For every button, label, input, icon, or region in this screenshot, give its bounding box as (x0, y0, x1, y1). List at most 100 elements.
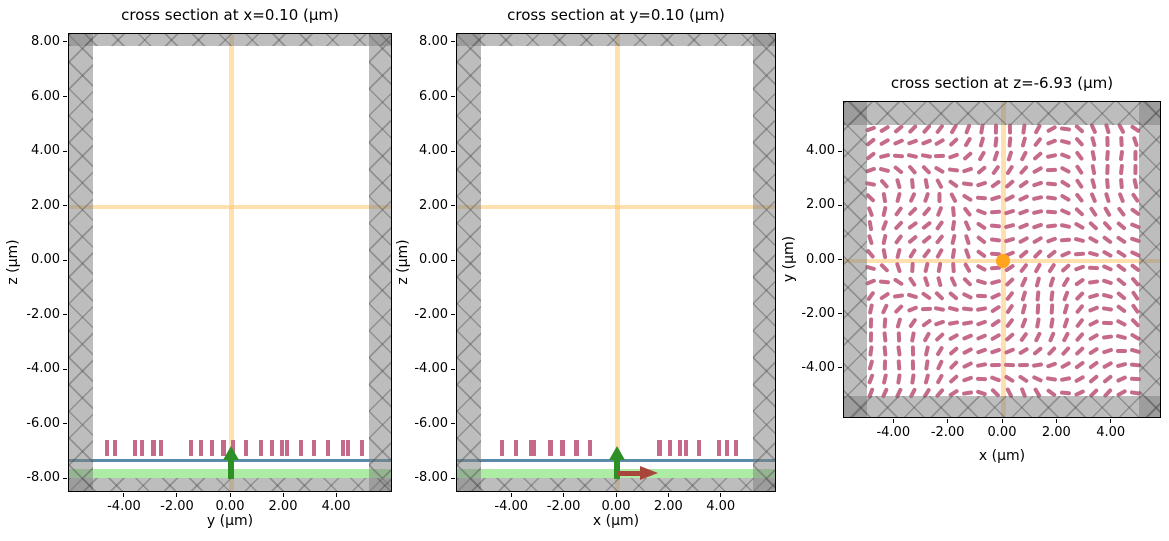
director-dash (1004, 331, 1016, 343)
director-dash (892, 276, 905, 286)
y-tick-mark (63, 314, 67, 316)
grating-bar (298, 440, 304, 457)
director-dash (1062, 289, 1070, 302)
director-dash (1074, 360, 1086, 370)
director-dash (1101, 277, 1114, 285)
grating-bar (258, 440, 264, 457)
director-dash (1101, 347, 1114, 355)
director-dash (937, 261, 943, 274)
director-dash (976, 319, 989, 327)
director-dash (1019, 331, 1029, 343)
grating-bar (574, 440, 579, 457)
pml-region-top (69, 34, 391, 47)
director-dash (1060, 179, 1072, 189)
director-dash (1101, 249, 1114, 258)
grating-bar (284, 440, 290, 457)
director-dash (1060, 360, 1072, 370)
director-dash (934, 165, 946, 175)
director-dash (1105, 136, 1110, 148)
director-dash (976, 221, 988, 231)
director-dash (1087, 235, 1100, 244)
director-dash (948, 306, 961, 313)
director-dash (921, 247, 932, 260)
director-dash (1020, 317, 1028, 330)
pml-region-bottom (69, 478, 391, 491)
director-dash (1005, 164, 1015, 176)
director-dash (1074, 331, 1085, 343)
director-dash (1046, 248, 1058, 259)
x-tick-label: -4.00 (494, 499, 529, 514)
director-dash (1074, 206, 1086, 217)
director-dash (895, 177, 902, 190)
director-dash (1045, 376, 1058, 382)
x-tick-mark (1110, 419, 1112, 423)
y-tick-mark (63, 423, 67, 425)
pml-region-left (844, 102, 868, 417)
y-tick-mark (451, 368, 455, 370)
director-dash (1119, 136, 1124, 148)
y-tick-mark (451, 314, 455, 316)
director-dash (867, 219, 874, 232)
director-dash (1117, 191, 1126, 204)
grating-bar (560, 440, 565, 457)
director-dash (1075, 178, 1085, 190)
director-dash (962, 375, 975, 383)
director-dash (1045, 361, 1058, 369)
director-dash (878, 290, 891, 300)
director-dash (868, 317, 873, 329)
director-dash (990, 209, 1002, 214)
director-dash (1060, 237, 1072, 242)
director-dash (1087, 265, 1100, 270)
director-dash (976, 376, 988, 381)
pml-region-right (752, 34, 775, 491)
director-dash (951, 233, 958, 246)
director-dash (936, 275, 944, 288)
y-tick-label: -4.00 (26, 361, 60, 377)
director-dash (923, 261, 930, 274)
crosshair-hline (69, 204, 391, 209)
director-dash (934, 331, 946, 343)
director-dash (910, 261, 915, 274)
director-dash (909, 178, 915, 190)
director-dash (951, 219, 957, 232)
pml-region-right (1138, 102, 1160, 417)
director-dash (977, 150, 987, 162)
director-dash (1102, 373, 1114, 384)
grating-bar (716, 440, 721, 457)
crosshair-hline (457, 204, 775, 209)
y-tick-label: 2.00 (419, 197, 448, 213)
x-tick-label: 4.00 (1096, 425, 1126, 440)
source-up-arrow-icon (609, 446, 625, 461)
x-tick-label: -2.00 (546, 499, 581, 514)
director-dash (1061, 275, 1071, 288)
director-dash (906, 138, 919, 146)
director-dash (907, 164, 918, 176)
director-dash (935, 234, 946, 246)
x-tick-mark (229, 493, 231, 497)
director-dash (1004, 193, 1016, 203)
director-dash (878, 153, 891, 160)
director-dash (962, 166, 975, 174)
director-dash (1048, 275, 1056, 288)
y-tick-label: 0.00 (806, 251, 835, 267)
director-dash (1033, 261, 1043, 274)
director-dash (1019, 150, 1029, 162)
director-dash (948, 152, 961, 160)
director-dash (920, 220, 932, 231)
director-dash (867, 358, 874, 371)
director-dash (1116, 206, 1127, 218)
director-dash (1018, 164, 1030, 176)
director-dash (921, 331, 931, 343)
director-dash (1103, 205, 1113, 218)
director-dash (1104, 191, 1112, 204)
x-tick-label: 4.00 (706, 499, 736, 514)
y-tick-label: -2.00 (801, 305, 835, 321)
director-dash (1115, 361, 1128, 368)
director-dash (1035, 289, 1041, 302)
director-dash (962, 151, 974, 162)
director-dash (908, 191, 917, 204)
x-tick-label: -2.00 (930, 425, 965, 440)
director-dash (892, 292, 905, 298)
y-tick-mark (63, 477, 67, 479)
